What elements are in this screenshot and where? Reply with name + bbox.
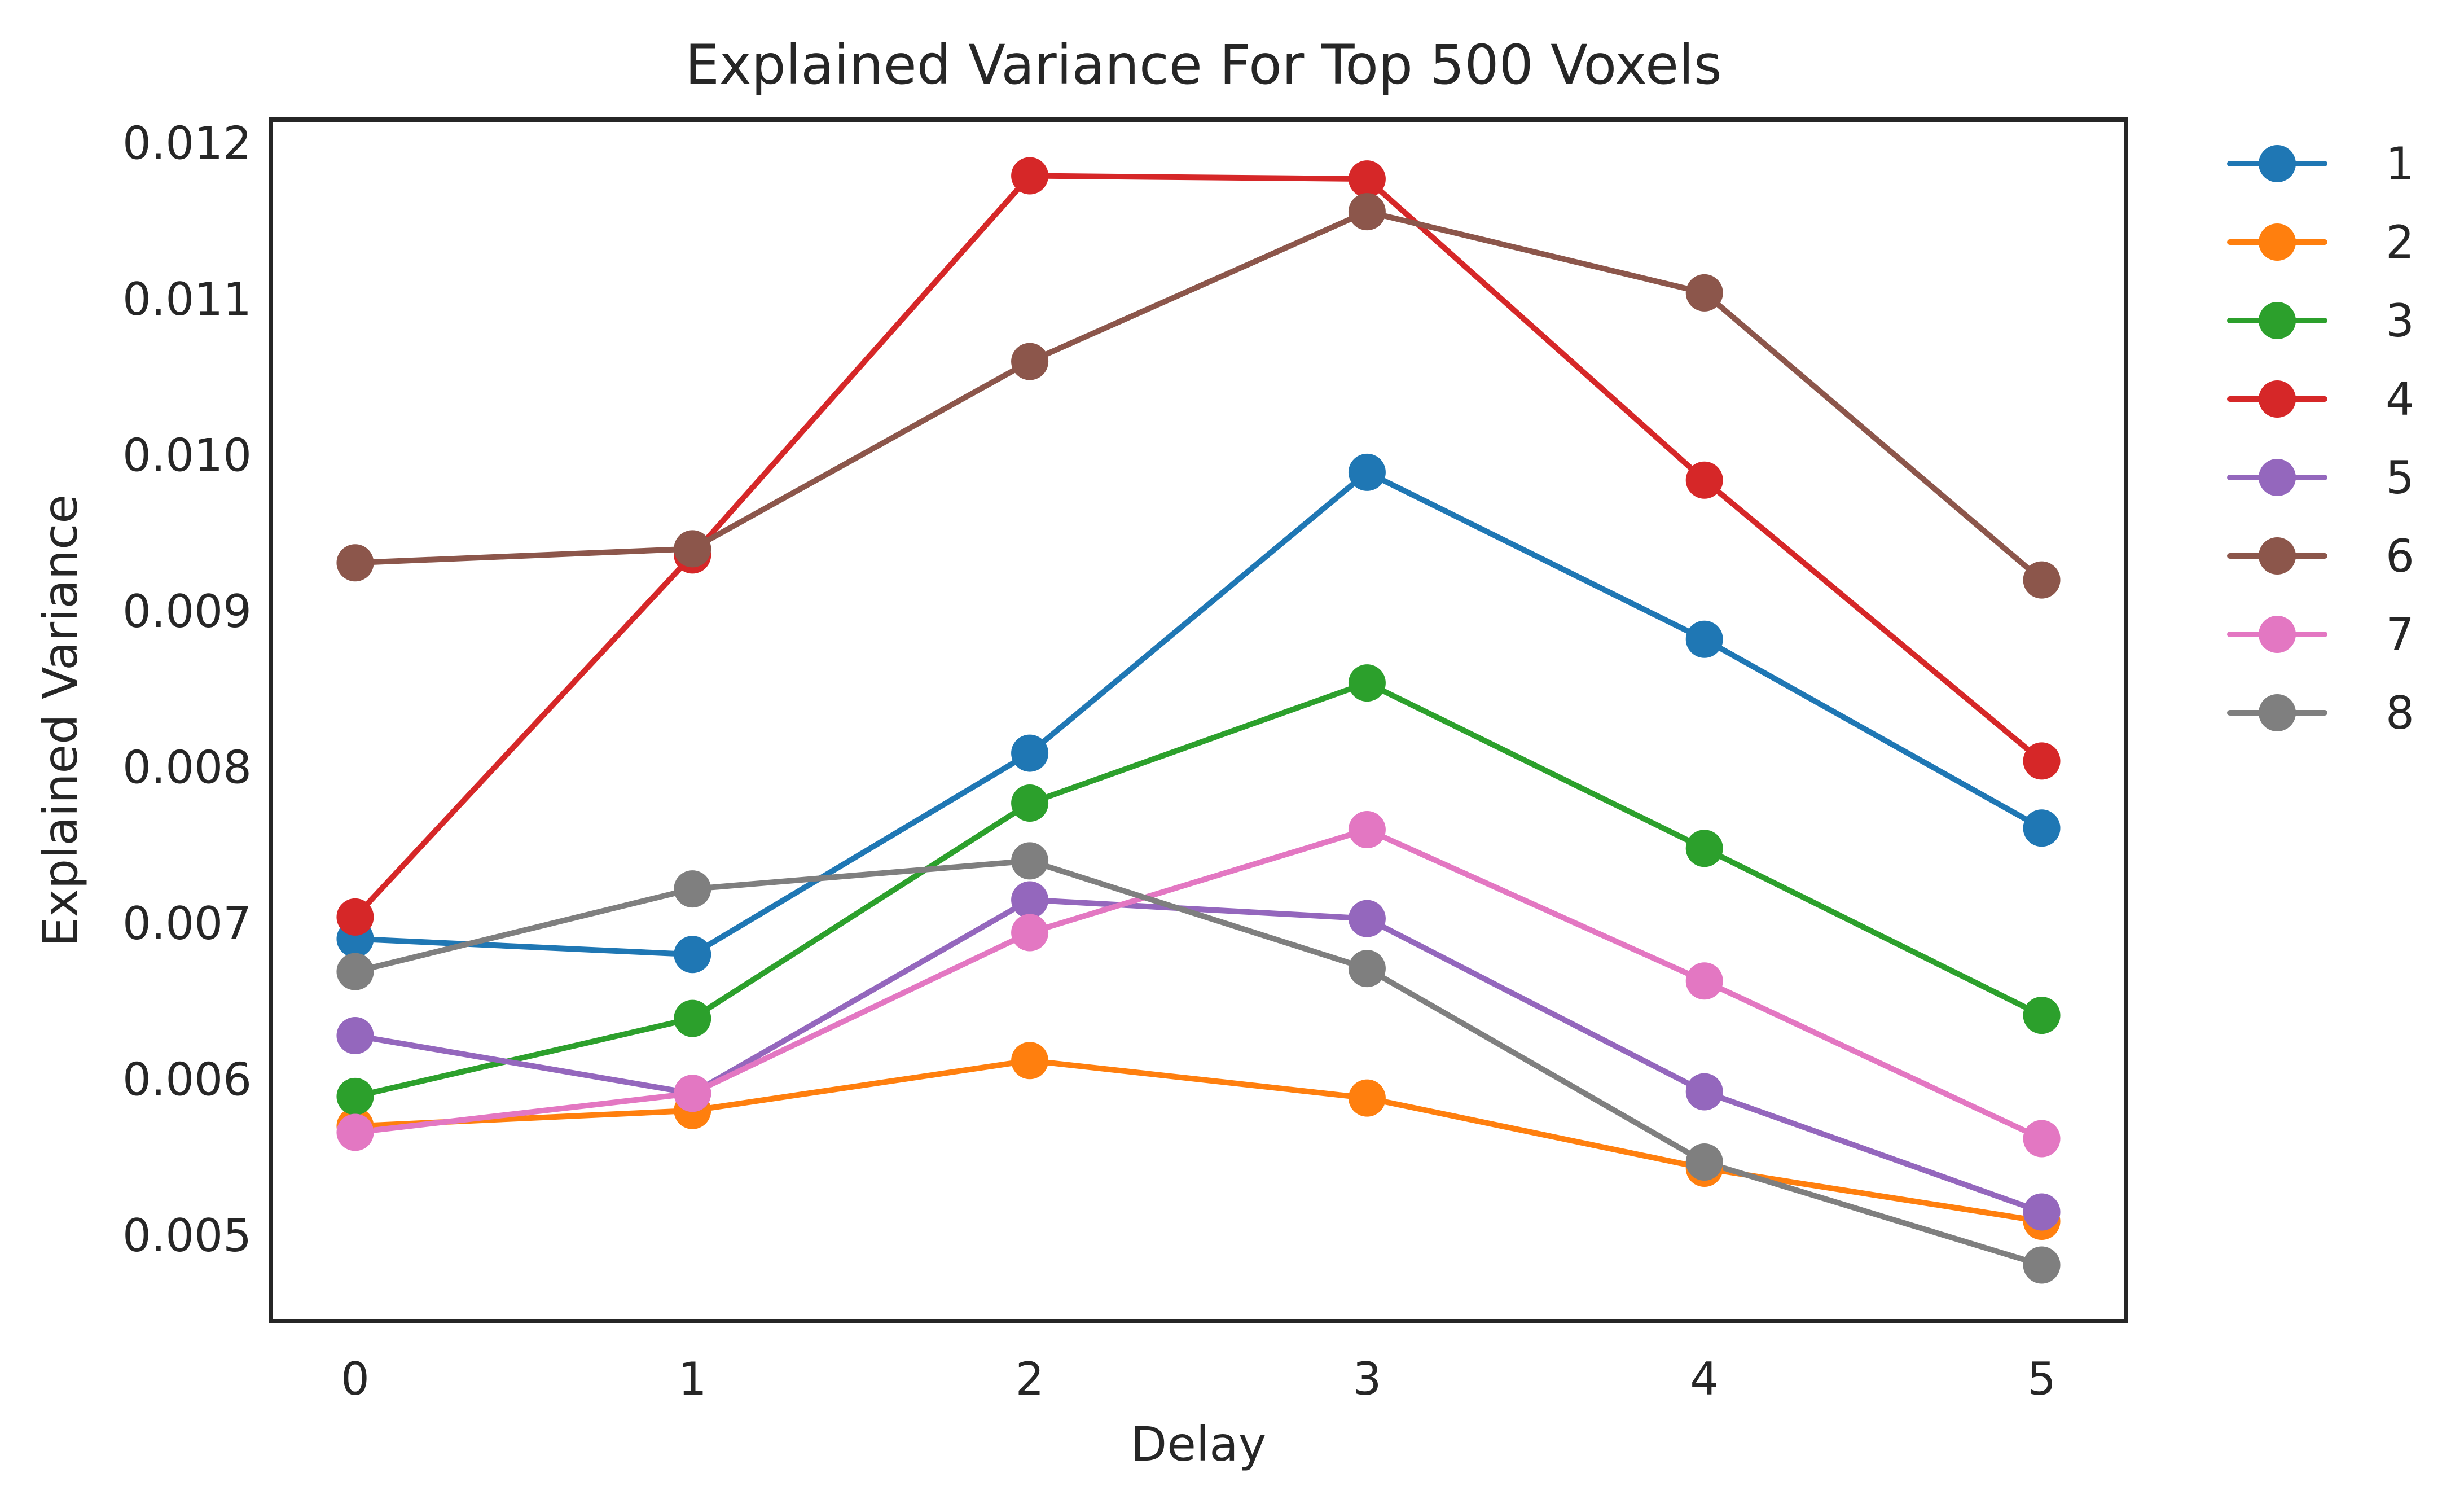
data-point-series-3 <box>1011 784 1049 822</box>
data-point-series-5 <box>1011 881 1049 919</box>
legend-item-6: 6 <box>2227 530 2414 582</box>
legend-marker <box>2259 537 2296 575</box>
data-point-series-4 <box>336 898 374 936</box>
y-tick-label: 0.010 <box>122 429 252 481</box>
data-point-series-7 <box>1011 914 1049 952</box>
x-tick-label: 3 <box>1352 1353 1381 1405</box>
y-tick-label: 0.012 <box>122 117 252 169</box>
data-point-series-3 <box>1685 830 1723 867</box>
legend-label: 5 <box>2386 451 2414 504</box>
data-point-series-1 <box>1011 734 1049 772</box>
data-point-series-1 <box>674 936 711 974</box>
legend-marker <box>2259 380 2296 418</box>
legend-marker <box>2259 616 2296 653</box>
series-line-8 <box>352 858 2045 1268</box>
data-point-series-6 <box>2023 561 2061 599</box>
data-point-series-6 <box>336 544 374 582</box>
data-point-series-1 <box>1348 453 1386 491</box>
data-point-series-5 <box>1685 1073 1723 1111</box>
legend-item-8: 8 <box>2227 687 2414 739</box>
x-tick-label: 5 <box>2027 1353 2056 1405</box>
y-axis-label: Explained Variance <box>33 494 88 947</box>
data-point-series-2 <box>1348 1079 1386 1117</box>
legend-item-7: 7 <box>2227 608 2414 661</box>
y-axis-ticks: 0.005 0.006 0.007 0.008 0.009 0.010 0.011 0.012 <box>122 117 252 1261</box>
data-point-series-8 <box>1685 1143 1723 1181</box>
y-tick-label: 0.005 <box>122 1209 252 1262</box>
data-point-series-8 <box>1011 842 1049 880</box>
data-point-series-4 <box>2023 742 2061 780</box>
legend-label: 3 <box>2386 295 2414 347</box>
series-markers <box>336 157 2061 1284</box>
series-lines <box>352 173 2045 1268</box>
data-point-series-7 <box>1685 962 1723 1000</box>
legend-item-2: 2 <box>2227 216 2414 269</box>
x-axis-label: Delay <box>1131 1417 1267 1472</box>
x-tick-label: 4 <box>1690 1353 1719 1405</box>
data-point-series-4 <box>1685 461 1723 499</box>
legend-item-1: 1 <box>2227 138 2414 190</box>
data-point-series-4 <box>1011 157 1049 195</box>
legend-label: 2 <box>2386 216 2414 269</box>
series-line-5 <box>352 897 2045 1215</box>
series-line-7 <box>352 827 2045 1142</box>
legend-marker <box>2259 694 2296 731</box>
data-point-series-8 <box>1348 950 1386 988</box>
data-point-series-6 <box>1685 274 1723 312</box>
chart-title: Explained Variance For Top 500 Voxels <box>685 33 1722 97</box>
legend: 1 2 3 4 5 6 7 8 <box>2227 138 2414 739</box>
legend-item-4: 4 <box>2227 373 2414 426</box>
x-tick-label: 1 <box>678 1353 707 1405</box>
series-line-3 <box>352 680 2045 1099</box>
data-point-series-6 <box>1011 343 1049 380</box>
x-tick-label: 2 <box>1016 1353 1044 1405</box>
data-point-series-6 <box>674 530 711 568</box>
data-point-series-5 <box>2023 1193 2061 1231</box>
legend-label: 8 <box>2386 687 2414 739</box>
data-point-series-8 <box>336 953 374 990</box>
series-line-4 <box>352 173 2045 920</box>
data-point-series-8 <box>2023 1246 2061 1284</box>
legend-label: 7 <box>2386 608 2414 661</box>
data-point-series-2 <box>1011 1042 1049 1080</box>
legend-item-3: 3 <box>2227 295 2414 347</box>
data-point-series-5 <box>1348 900 1386 937</box>
data-point-series-5 <box>336 1017 374 1055</box>
legend-marker <box>2259 145 2296 182</box>
legend-marker <box>2259 223 2296 261</box>
y-tick-label: 0.011 <box>122 273 252 326</box>
data-point-series-1 <box>1685 620 1723 658</box>
legend-label: 1 <box>2386 138 2414 190</box>
y-tick-label: 0.006 <box>122 1053 252 1106</box>
y-tick-label: 0.008 <box>122 741 252 793</box>
legend-item-5: 5 <box>2227 451 2414 504</box>
series-line-1 <box>352 469 2045 958</box>
data-point-series-4 <box>1348 160 1386 198</box>
data-point-series-7 <box>1348 811 1386 849</box>
y-tick-label: 0.007 <box>122 897 252 950</box>
series-line-6 <box>352 209 2045 583</box>
data-point-series-6 <box>1348 193 1386 231</box>
data-point-series-1 <box>2023 809 2061 847</box>
data-point-series-7 <box>674 1075 711 1112</box>
legend-marker <box>2259 302 2296 339</box>
plot-frame <box>269 117 2128 1323</box>
data-point-series-7 <box>336 1113 374 1151</box>
data-point-series-3 <box>674 999 711 1037</box>
y-tick-label: 0.009 <box>122 585 252 638</box>
plot-area <box>269 117 2128 1323</box>
legend-label: 6 <box>2386 530 2414 582</box>
data-point-series-8 <box>674 870 711 908</box>
data-point-series-3 <box>1348 664 1386 702</box>
data-point-series-3 <box>336 1077 374 1115</box>
x-axis-ticks: 0 1 2 3 4 5 <box>341 1353 2056 1405</box>
legend-label: 4 <box>2386 373 2414 426</box>
x-tick-label: 0 <box>341 1353 370 1405</box>
legend-marker <box>2259 459 2296 496</box>
data-point-series-7 <box>2023 1120 2061 1158</box>
data-point-series-3 <box>2023 997 2061 1034</box>
